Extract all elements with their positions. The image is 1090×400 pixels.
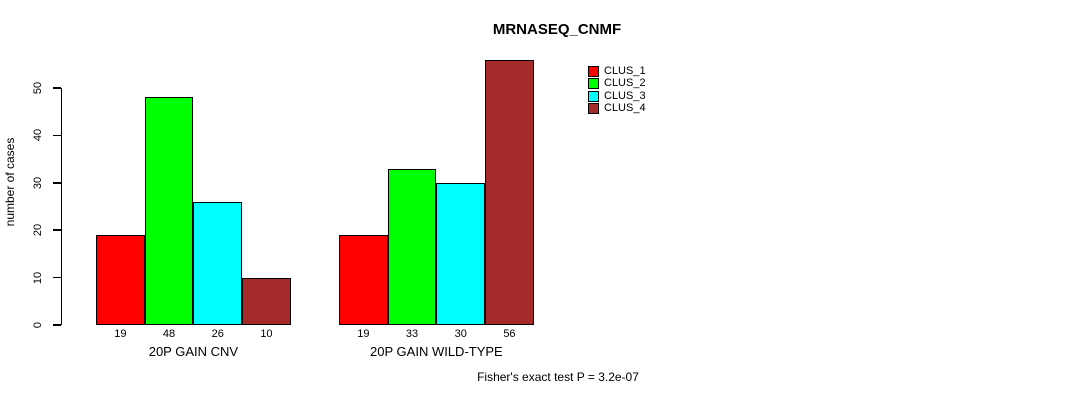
bar-value-label: 10 bbox=[260, 328, 273, 340]
legend-item: CLUS_2 bbox=[588, 78, 646, 91]
bar-clus_4-group1 bbox=[242, 277, 291, 325]
bar-clus_2-group1 bbox=[144, 97, 194, 325]
bar-clus_3-group1 bbox=[193, 201, 243, 325]
bar-value-label: 26 bbox=[211, 328, 224, 340]
y-tick bbox=[53, 229, 61, 231]
y-tick bbox=[53, 87, 61, 89]
bar-value-label: 30 bbox=[454, 328, 467, 340]
bar-value-label: 19 bbox=[114, 328, 127, 340]
legend-swatch bbox=[588, 90, 599, 102]
bar-clus_4-group2 bbox=[485, 59, 534, 325]
group-label: 20P GAIN WILD-TYPE bbox=[370, 344, 503, 359]
y-tick bbox=[53, 182, 61, 184]
legend-swatch bbox=[588, 65, 599, 77]
bar-value-label: 48 bbox=[162, 328, 176, 340]
legend-label: CLUS_2 bbox=[604, 77, 646, 90]
bar-value-label: 19 bbox=[357, 328, 370, 340]
legend: CLUS_1 CLUS_2 CLUS_3 CLUS_4 bbox=[588, 65, 646, 115]
y-tick bbox=[53, 276, 61, 279]
bar-clus_3-group2 bbox=[436, 182, 486, 325]
legend-swatch bbox=[588, 103, 599, 115]
y-tick-label: 20 bbox=[32, 224, 44, 237]
legend-label: CLUS_3 bbox=[604, 89, 646, 102]
bar-clus_1-group2 bbox=[339, 234, 388, 325]
legend-label: CLUS_1 bbox=[604, 64, 646, 77]
y-tick-label: 30 bbox=[32, 176, 44, 189]
y-axis-line bbox=[60, 88, 62, 325]
bar-clus_1-group1 bbox=[96, 234, 145, 325]
legend-item: CLUS_4 bbox=[588, 103, 646, 116]
chart-title: MRNASEQ_CNMF bbox=[492, 21, 622, 38]
legend-label: CLUS_4 bbox=[604, 102, 646, 115]
footer-stat-text: Fisher's exact test P = 3.2e-07 bbox=[477, 370, 639, 384]
bar-clus_2-group2 bbox=[387, 168, 437, 325]
y-tick-label: 50 bbox=[32, 81, 44, 95]
bar-value-label: 33 bbox=[405, 328, 419, 340]
bar-value-label: 56 bbox=[503, 328, 516, 340]
legend-item: CLUS_1 bbox=[588, 65, 646, 78]
y-tick bbox=[53, 134, 61, 137]
y-tick-label: 40 bbox=[32, 129, 44, 142]
y-tick-label: 0 bbox=[32, 321, 44, 329]
legend-swatch bbox=[588, 78, 599, 90]
group-label: 20P GAIN CNV bbox=[148, 344, 239, 359]
y-tick bbox=[53, 324, 61, 326]
y-tick-label: 10 bbox=[32, 271, 44, 284]
legend-item: CLUS_3 bbox=[588, 90, 646, 103]
